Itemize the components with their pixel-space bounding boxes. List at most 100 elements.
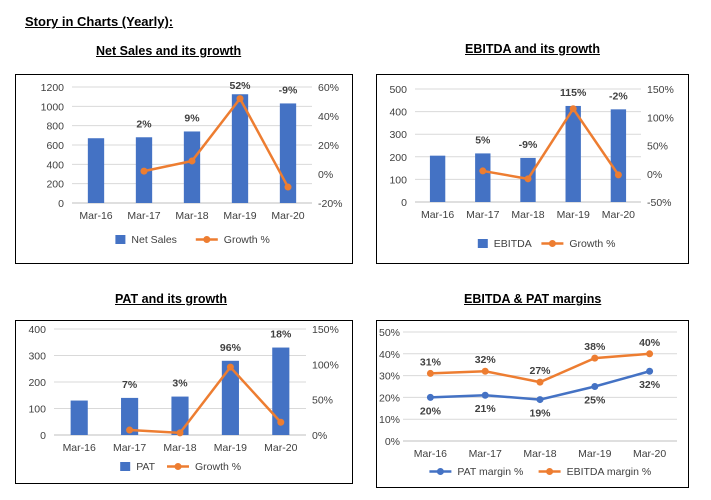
- growth-point: [284, 183, 292, 191]
- y-tick-label: 1000: [41, 101, 65, 113]
- x-tick-label: Mar-16: [421, 209, 454, 221]
- y2-tick-label: 50%: [312, 395, 333, 407]
- ebitda-margin-point: [536, 378, 544, 386]
- growth-point: [614, 171, 622, 179]
- y-tick-label: 500: [389, 84, 407, 96]
- y-tick-label: 0%: [385, 436, 400, 448]
- legend-label: Growth %: [569, 238, 615, 250]
- growth-data-label: -9%: [519, 139, 538, 151]
- y-tick-label: 20%: [379, 392, 400, 404]
- bar-pat: [171, 396, 189, 435]
- x-tick-label: Mar-18: [523, 448, 556, 460]
- y-tick-label: 200: [46, 179, 64, 191]
- legend-bar-swatch: [115, 235, 126, 244]
- y-tick-label: 0: [40, 430, 46, 442]
- y2-tick-label: 50%: [647, 141, 668, 153]
- y-tick-label: 0: [58, 198, 64, 210]
- growth-data-label: -2%: [609, 90, 628, 102]
- pat-margin-point: [536, 396, 544, 404]
- y-tick-label: 30%: [379, 371, 400, 383]
- legend: Net Sales Growth %: [115, 234, 270, 246]
- ebitda-margin-point: [591, 354, 599, 362]
- y2-tick-label: 100%: [312, 359, 339, 371]
- growth-point: [140, 167, 148, 175]
- growth-point: [226, 363, 234, 371]
- x-tick-label: Mar-19: [214, 442, 247, 454]
- y-tick-label: 40%: [379, 349, 400, 361]
- legend-label: EBITDA margin %: [567, 466, 652, 478]
- pat-margin-data-label: 20%: [420, 405, 442, 417]
- ebitda-margin-data-label: 31%: [420, 356, 442, 368]
- chart-svg: 0 100 200 300 400 0% 50% 100% 150% Mar-16 Mar-17 Ma…: [28, 324, 339, 473]
- ebitda-margin-point: [426, 369, 434, 377]
- ebitda-margin-data-label: 32%: [475, 354, 497, 366]
- x-tick-label: Mar-20: [602, 209, 635, 221]
- legend-line-marker: [203, 236, 211, 243]
- growth-data-label: 7%: [122, 379, 138, 391]
- y2-tick-label: 150%: [312, 324, 339, 336]
- y-tick-label: 600: [46, 140, 64, 152]
- legend: PAT margin % EBITDA margin %: [429, 466, 651, 478]
- ebitda-chart: 0 100 200 300 400 500 -50% 0% 50% 100% 150% Mar-16 M…: [376, 74, 689, 264]
- net-sales-chart: 0 200 400 600 800 1000 1200 -20% 0% 20% 40% 60% Mar-…: [15, 74, 353, 264]
- growth-data-label: 115%: [560, 87, 587, 99]
- x-tick-label: Mar-17: [466, 209, 499, 221]
- pat-margin-point: [481, 391, 489, 399]
- pat-margin-point: [426, 393, 434, 401]
- legend-bar-swatch: [477, 239, 488, 248]
- y-tick-label: 1200: [41, 82, 65, 94]
- growth-point: [176, 429, 184, 437]
- growth-point: [188, 157, 196, 165]
- y-tick-label: 0: [401, 197, 407, 209]
- x-tick-label: Mar-17: [113, 442, 146, 454]
- growth-data-label: 9%: [184, 112, 200, 124]
- growth-data-label: 5%: [475, 134, 491, 146]
- x-tick-label: Mar-16: [79, 210, 112, 222]
- x-tick-label: Mar-19: [578, 448, 611, 460]
- chart-title-net-sales: Net Sales and its growth: [96, 44, 242, 58]
- ebitda-margin-point: [481, 367, 489, 375]
- x-tick-label: Mar-16: [63, 442, 96, 454]
- y-tick-label: 100: [28, 404, 46, 416]
- growth-data-label: 18%: [270, 329, 292, 341]
- legend-line-marker: [546, 468, 554, 475]
- y-tick-label: 400: [28, 324, 46, 336]
- growth-line: [143, 96, 290, 188]
- y-tick-label: 800: [46, 121, 64, 133]
- pat-margin-point: [646, 367, 654, 375]
- y2-tick-label: 20%: [318, 140, 339, 152]
- growth-point: [236, 95, 244, 103]
- growth-data-label: 96%: [220, 342, 242, 354]
- ebitda-margin-data-label: 27%: [529, 365, 551, 377]
- bar-ebitda: [429, 155, 446, 202]
- chart-svg: 0 200 400 600 800 1000 1200 -20% 0% 20% 40% 60% Mar-…: [41, 80, 343, 246]
- bar-pat: [121, 397, 139, 435]
- bar-pat: [70, 400, 88, 435]
- y-tick-label: 50%: [379, 327, 400, 339]
- legend-label: Growth %: [195, 461, 241, 473]
- bar-ebitda: [610, 109, 627, 202]
- legend: PAT Growth %: [120, 461, 241, 473]
- legend-label: Net Sales: [131, 234, 177, 246]
- pat-margin-data-label: 21%: [475, 403, 497, 415]
- y-tick-label: 200: [28, 377, 46, 389]
- x-tick-label: Mar-17: [127, 210, 160, 222]
- y-tick-label: 200: [389, 152, 407, 164]
- growth-point: [479, 167, 487, 175]
- bar-ebitda: [565, 105, 581, 202]
- legend-label: PAT: [136, 461, 155, 473]
- x-tick-label: Mar-18: [163, 442, 196, 454]
- bar-net-sales: [183, 131, 201, 203]
- x-tick-label: Mar-19: [223, 210, 256, 222]
- y2-tick-label: 0%: [647, 169, 662, 181]
- x-tick-label: Mar-17: [469, 448, 502, 460]
- pat-margin-data-label: 19%: [529, 408, 551, 420]
- x-tick-label: Mar-16: [414, 448, 447, 460]
- legend-label: PAT margin %: [457, 466, 523, 478]
- growth-data-label: 52%: [229, 80, 251, 92]
- x-tick-label: Mar-19: [557, 209, 590, 221]
- chart-title-ebitda: EBITDA and its growth: [465, 42, 600, 56]
- legend-line-marker: [548, 240, 556, 247]
- y2-tick-label: -20%: [318, 198, 343, 210]
- growth-line: [482, 106, 620, 181]
